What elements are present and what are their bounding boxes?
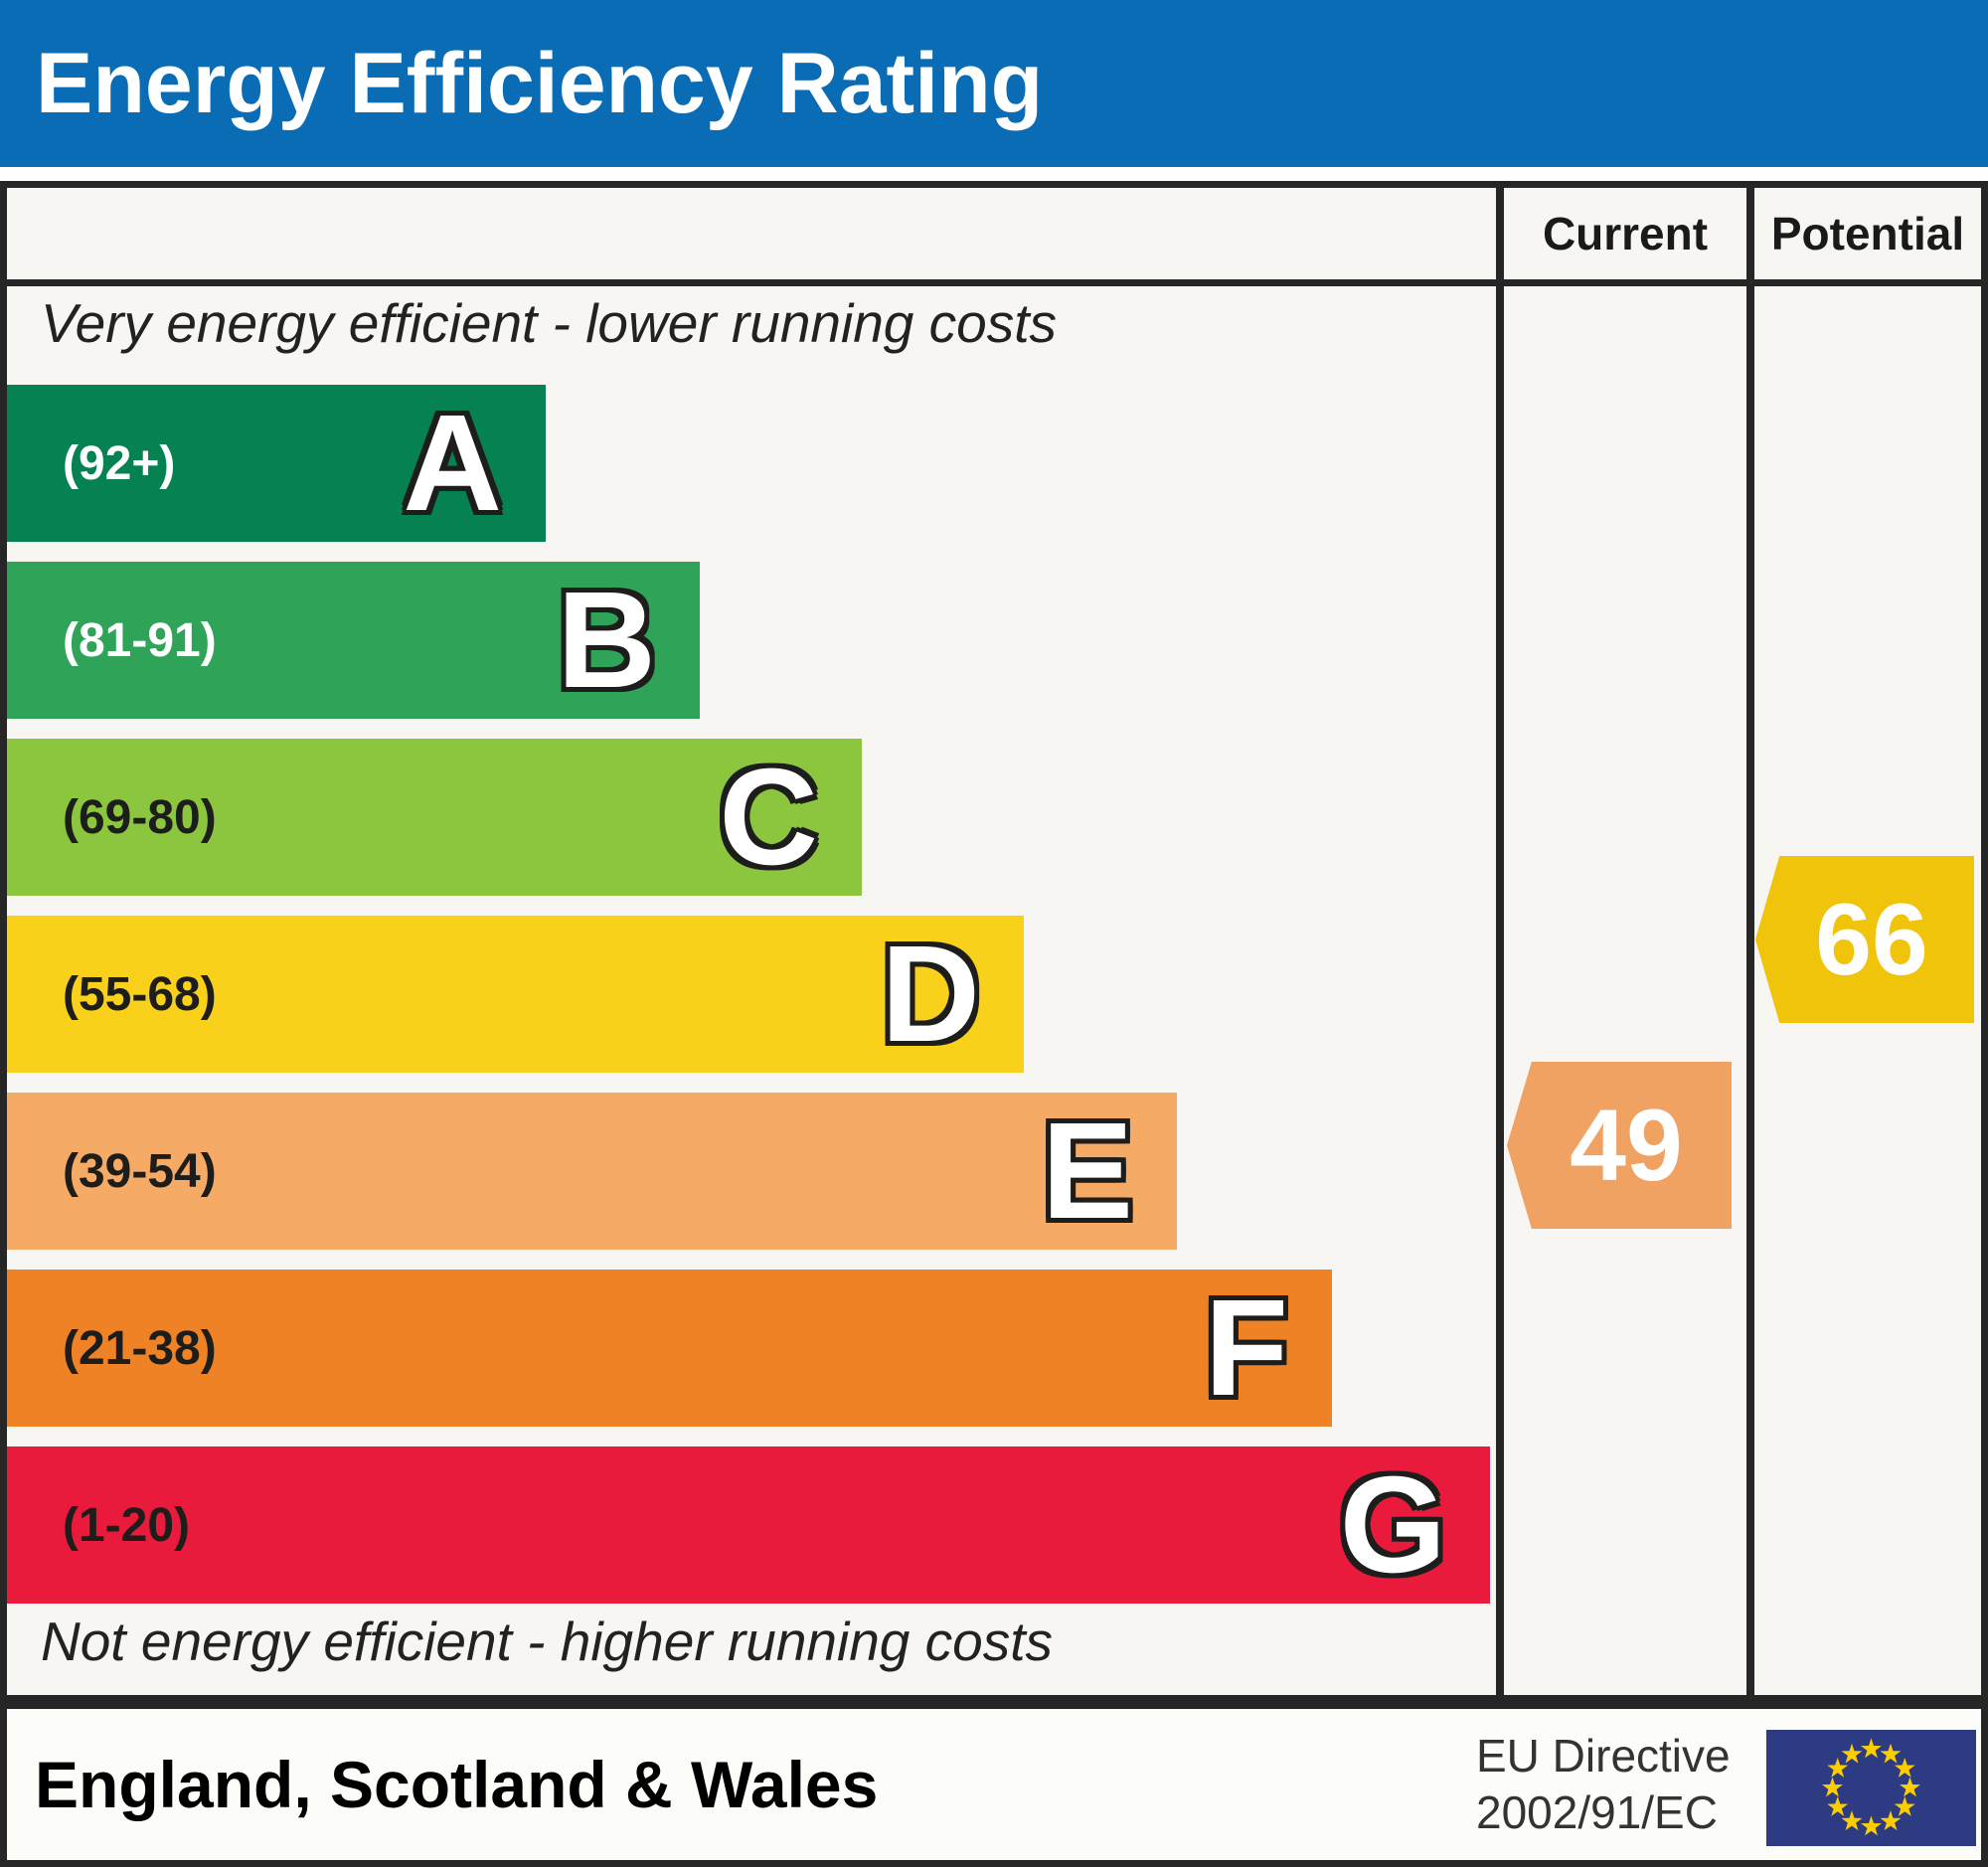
rating-band-bar: (39-54) E xyxy=(7,1093,1177,1250)
rating-band-bar: (21-38) F xyxy=(7,1270,1332,1427)
rating-band: (92+) A xyxy=(7,385,1488,542)
current-rating-value: 49 xyxy=(1570,1088,1683,1202)
rating-band-bar: (69-80) C xyxy=(7,739,862,896)
rating-band: (69-80) C xyxy=(7,739,1488,896)
footer: England, Scotland & Wales EU Directive 2… xyxy=(0,1702,1988,1867)
rating-chart-body: Current Potential Very energy efficient … xyxy=(0,181,1988,1702)
rating-band-range: (21-38) xyxy=(63,1321,217,1375)
potential-rating-indicator: 66 xyxy=(1755,856,1974,1023)
rating-band-bar: (1-20) G xyxy=(7,1446,1490,1604)
page-title: Energy Efficiency Rating xyxy=(36,35,1044,131)
eu-flag-icon xyxy=(1766,1730,1976,1846)
rating-band-letter: E xyxy=(1041,1095,1133,1248)
rating-band-letter: G xyxy=(1339,1448,1446,1602)
current-column-header: Current xyxy=(1542,208,1709,259)
eu-directive-line2: 2002/91/EC xyxy=(1476,1786,1718,1838)
rating-band-range: (92+) xyxy=(63,436,176,490)
rating-band-range: (55-68) xyxy=(63,967,217,1021)
potential-column-header: Potential xyxy=(1770,208,1965,259)
caption-not-efficient: Not energy efficient - higher running co… xyxy=(41,1611,1054,1672)
caption-very-efficient: Very energy efficient - lower running co… xyxy=(41,292,1058,354)
region-label: England, Scotland & Wales xyxy=(35,1748,879,1821)
eu-directive-label: EU Directive 2002/91/EC xyxy=(1476,1728,1731,1841)
rating-bands: (92+) A (81-91) B (69-80) C (55-68) D (3… xyxy=(7,385,1490,1623)
rating-band: (1-20) G xyxy=(7,1446,1490,1604)
rating-band: (81-91) B xyxy=(7,562,1488,719)
rating-band-bar: (55-68) D xyxy=(7,916,1024,1073)
rating-band-letter: C xyxy=(719,741,818,894)
potential-rating-value: 66 xyxy=(1815,882,1928,996)
rating-band-range: (81-91) xyxy=(63,613,217,667)
title-banner: Energy Efficiency Rating xyxy=(0,0,1988,167)
current-rating-indicator: 49 xyxy=(1507,1062,1732,1229)
rating-band-letter: A xyxy=(403,387,502,540)
column-header-row xyxy=(7,188,1981,286)
rating-band-bar: (81-91) B xyxy=(7,562,700,719)
rating-band-letter: D xyxy=(881,918,980,1071)
rating-band-range: (39-54) xyxy=(63,1144,217,1198)
rating-band-range: (1-20) xyxy=(63,1498,191,1552)
eu-directive-line1: EU Directive xyxy=(1476,1729,1731,1782)
eu-flag-stars xyxy=(1822,1738,1920,1836)
current-column-divider xyxy=(1496,188,1504,1695)
rating-band-bar: (92+) A xyxy=(7,385,546,542)
rating-band: (21-38) F xyxy=(7,1270,1488,1427)
rating-band-letter: B xyxy=(557,564,656,717)
rating-band-letter: F xyxy=(1204,1272,1288,1425)
potential-column-divider xyxy=(1746,188,1754,1695)
rating-band: (39-54) E xyxy=(7,1093,1488,1250)
rating-band: (55-68) D xyxy=(7,916,1488,1073)
rating-band-range: (69-80) xyxy=(63,790,217,844)
